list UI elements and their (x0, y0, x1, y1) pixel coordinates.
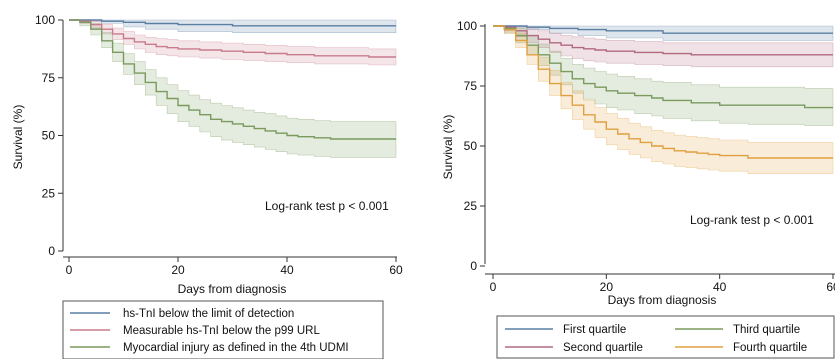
right-y-tick-label-0: 0 (470, 259, 477, 273)
right-y-tick-label-75: 75 (464, 79, 478, 93)
left-y-tick-label-50: 50 (42, 129, 56, 143)
right-legend-box (496, 315, 835, 359)
right-legend-label-1: First quartile (563, 324, 626, 336)
right-survival-curve-4 (493, 25, 833, 159)
left-survival-curve-1 (69, 19, 396, 27)
left-y-tick-label-100: 100 (35, 13, 55, 27)
right-x-tick-label-0: 0 (490, 280, 497, 294)
right-legend: First quartile Second quartile Third quart… (496, 315, 835, 359)
left-y-axis-label: Survival (%) (11, 105, 25, 170)
left-x-ticks: 0 20 40 60 (66, 257, 403, 277)
right-legend-items: First quartile Second quartile Third quart… (505, 324, 807, 354)
right-survival-curve-1 (493, 25, 833, 34)
left-ci-bands (69, 19, 397, 158)
right-ci-band-2 (493, 25, 834, 68)
left-survival-curve-3 (69, 19, 396, 140)
right-y-axis-label: Survival (%) (441, 115, 455, 180)
right-ci-band-3 (493, 25, 834, 126)
left-y-tick-label-25: 25 (42, 186, 56, 200)
left-x-tick-label-40: 40 (280, 263, 294, 277)
right-survival-curve-2 (493, 25, 833, 56)
right-survival-curve-3 (493, 25, 833, 109)
left-ci-band-3 (69, 19, 397, 158)
left-x-tick-label-20: 20 (171, 263, 185, 277)
right-y-tick-label-25: 25 (464, 199, 478, 213)
left-x-axis-label: Days from diagnosis (178, 282, 287, 296)
left-legend-label-3: Myocardial injury as defined in the 4th … (123, 342, 349, 354)
left-legend-label-1: hs-TnI below the limit of detection (123, 308, 294, 320)
left-y-tick-label-0: 0 (48, 244, 55, 258)
right-x-ticks: 0 20 40 60 (490, 274, 835, 294)
right-legend-label-3: Third quartile (733, 324, 800, 336)
left-survival-curves (69, 19, 396, 140)
right-x-tick-label-20: 20 (600, 280, 614, 294)
left-survival-chart: 0 25 50 75 100 0 20 40 60 Days from diagnosis S… (11, 13, 403, 359)
left-y-tick-label-75: 75 (42, 71, 56, 85)
left-legend: hs-TnI below the limit of detection Measu… (62, 300, 384, 359)
left-legend-items: hs-TnI below the limit of detection Measu… (70, 308, 349, 354)
right-y-ticks: 0 25 50 75 100 (457, 19, 485, 273)
right-survival-curves (493, 25, 833, 159)
right-x-axis-label: Days from diagnosis (608, 293, 717, 307)
right-y-tick-label-50: 50 (464, 139, 478, 153)
right-y-tick-label-100: 100 (457, 19, 477, 33)
right-legend-label-4: Fourth quartile (733, 342, 807, 354)
left-ci-band-2 (69, 19, 397, 66)
right-logrank-annotation: Log-rank test p < 0.001 (690, 213, 814, 227)
left-logrank-annotation: Log-rank test p < 0.001 (265, 199, 389, 213)
right-x-tick-label-60: 60 (826, 280, 835, 294)
left-x-tick-label-60: 60 (389, 263, 403, 277)
right-survival-chart: 0 25 50 75 100 0 20 40 60 Days from diagnosis S… (441, 19, 835, 359)
right-x-tick-label-40: 40 (713, 280, 727, 294)
left-y-ticks: 0 25 50 75 100 (35, 13, 63, 258)
left-x-tick-label-0: 0 (66, 263, 73, 277)
left-legend-box (62, 300, 384, 359)
left-legend-label-2: Measurable hs-TnI below the p99 URL (123, 325, 320, 337)
right-legend-label-2: Second quartile (563, 342, 643, 354)
